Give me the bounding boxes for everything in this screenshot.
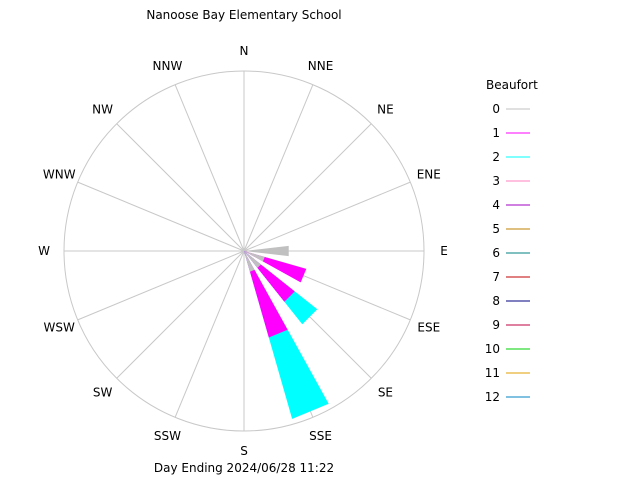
- legend-label-12: 12: [485, 390, 500, 404]
- wind-bar-sse-beaufort-0: [244, 251, 255, 272]
- polar-grid: [63, 70, 425, 432]
- legend-label-4: 4: [492, 198, 500, 212]
- direction-label-e: E: [440, 244, 448, 258]
- legend-label-11: 11: [485, 366, 500, 380]
- direction-label-s: S: [240, 444, 248, 458]
- legend-label-9: 9: [492, 318, 500, 332]
- legend-label-0: 0: [492, 102, 500, 116]
- legend-label-7: 7: [492, 270, 500, 284]
- wind-bars: [244, 245, 329, 419]
- grid-spoke-nne: [243, 84, 314, 252]
- grid-spoke-ne: [243, 123, 372, 252]
- grid-spoke-nw: [116, 123, 245, 252]
- wind-bar-sse-beaufort-1: [244, 251, 288, 338]
- grid-spoke-wnw: [77, 181, 245, 252]
- direction-label-wnw: WNW: [43, 167, 76, 181]
- direction-label-nne: NNE: [308, 59, 334, 73]
- wind-bar-se-beaufort-0: [244, 251, 261, 268]
- grid-spoke-wsw: [77, 250, 245, 321]
- direction-label-sw: SW: [93, 385, 113, 399]
- chart-title: Nanoose Bay Elementary School: [146, 8, 341, 22]
- legend-label-5: 5: [492, 222, 500, 236]
- wind-bar-ese-beaufort-0: [244, 251, 265, 262]
- grid-spoke-sw: [116, 250, 245, 379]
- direction-label-ene: ENE: [417, 167, 441, 181]
- direction-label-w: W: [38, 244, 50, 258]
- legend-label-3: 3: [492, 174, 500, 188]
- direction-label-sse: SSE: [309, 429, 332, 443]
- legend-label-8: 8: [492, 294, 500, 308]
- legend-label-10: 10: [485, 342, 500, 356]
- grid-spoke-nnw: [174, 84, 245, 252]
- legend-label-6: 6: [492, 246, 500, 260]
- direction-label-wsw: WSW: [44, 321, 75, 335]
- wind-bar-e-beaufort-0: [244, 245, 289, 257]
- direction-label-nw: NW: [92, 103, 113, 117]
- direction-label-n: N: [240, 44, 249, 58]
- direction-label-ne: NE: [377, 103, 394, 117]
- direction-labels: N NNE NE ENE E ESE SE SSE S SSW SW WSW W WNW NW NNW: [38, 44, 448, 458]
- grid-spoke-ene: [243, 181, 411, 252]
- chart-footer: Day Ending 2024/06/28 11:22: [154, 461, 334, 475]
- legend-label-1: 1: [492, 126, 500, 140]
- direction-label-se: SE: [378, 385, 393, 399]
- direction-label-ese: ESE: [417, 321, 440, 335]
- legend-label-2: 2: [492, 150, 500, 164]
- direction-label-ssw: SSW: [154, 429, 181, 443]
- legend-title: Beaufort: [486, 78, 538, 92]
- grid-spoke-ssw: [174, 250, 245, 418]
- direction-label-nnw: NNW: [153, 59, 183, 73]
